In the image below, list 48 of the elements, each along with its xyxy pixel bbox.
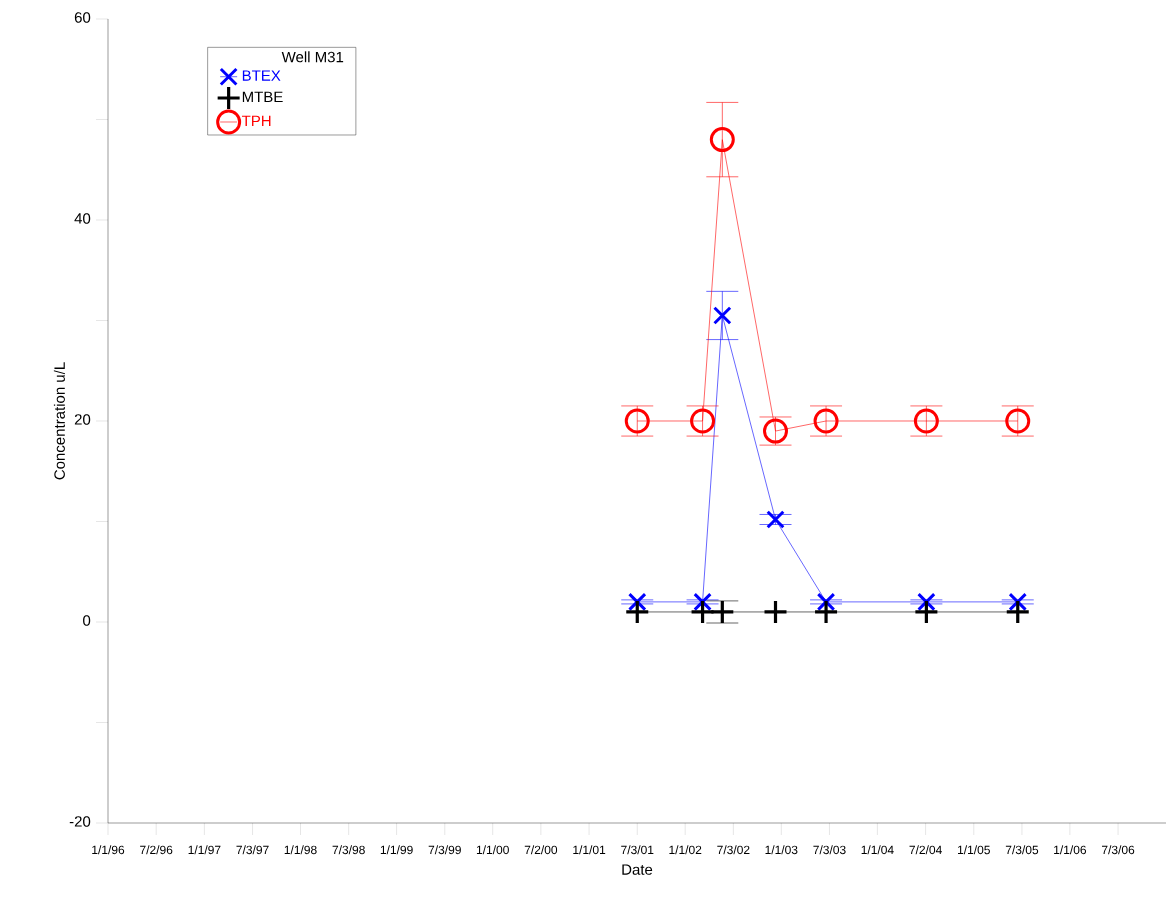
point bbox=[627, 592, 647, 612]
x-axis-title: Date bbox=[622, 864, 653, 875]
x-tick-label: 1/1/06 bbox=[1054, 845, 1087, 855]
point bbox=[691, 600, 714, 623]
point bbox=[713, 306, 732, 325]
x-tick-label: 1/1/01 bbox=[573, 845, 606, 855]
x-tick-label: 7/3/01 bbox=[621, 845, 654, 855]
point bbox=[764, 600, 787, 623]
y-tick-label: -20 bbox=[69, 816, 91, 827]
point bbox=[915, 600, 938, 623]
x-tick-label: 1/1/02 bbox=[669, 845, 702, 855]
x-tick-label: 7/3/99 bbox=[428, 845, 461, 855]
y-tick-label: 40 bbox=[74, 213, 91, 224]
legend-title: Well M31 bbox=[281, 51, 344, 63]
point bbox=[1006, 600, 1029, 623]
x-tick-label: 1/1/96 bbox=[92, 845, 125, 855]
y-tick-label: 20 bbox=[74, 414, 91, 425]
x-tick-label: 1/1/03 bbox=[765, 845, 798, 855]
point bbox=[626, 600, 649, 623]
x-tick-label: 7/3/03 bbox=[813, 845, 846, 855]
x-tick-label: 7/2/00 bbox=[524, 845, 558, 855]
y-tick-label: 0 bbox=[83, 615, 91, 626]
x-tick-label: 7/2/04 bbox=[909, 845, 942, 855]
x-tick-label: 1/1/04 bbox=[861, 845, 894, 855]
x-tick-label: 7/3/05 bbox=[1005, 845, 1039, 855]
x-tick-label: 1/1/99 bbox=[380, 845, 413, 855]
x-tick-label: 7/2/96 bbox=[140, 845, 173, 855]
point bbox=[815, 600, 838, 623]
legend-label: MTBE bbox=[242, 91, 283, 103]
point bbox=[1008, 592, 1028, 612]
x-tick-label: 1/1/05 bbox=[958, 845, 990, 855]
x-tick-label: 7/3/97 bbox=[236, 845, 269, 855]
point bbox=[693, 592, 712, 612]
x-tick-label: 7/3/98 bbox=[332, 845, 365, 855]
x-tick-label: 7/3/06 bbox=[1102, 845, 1135, 855]
point bbox=[917, 592, 936, 612]
point bbox=[711, 600, 734, 623]
point bbox=[816, 592, 836, 612]
y-tick-label: 60 bbox=[74, 12, 91, 23]
x-tick-label: 7/3/02 bbox=[717, 845, 750, 855]
x-tick-label: 1/1/98 bbox=[284, 845, 317, 855]
x-tick-label: 1/1/00 bbox=[476, 845, 509, 855]
point bbox=[766, 510, 785, 529]
legend-label: BTEX bbox=[242, 70, 281, 81]
legend-label: TPH bbox=[241, 115, 271, 127]
point bbox=[709, 127, 735, 153]
x-tick-label: 1/1/97 bbox=[188, 845, 221, 855]
y-axis-title: Concentration u/L bbox=[53, 362, 65, 480]
